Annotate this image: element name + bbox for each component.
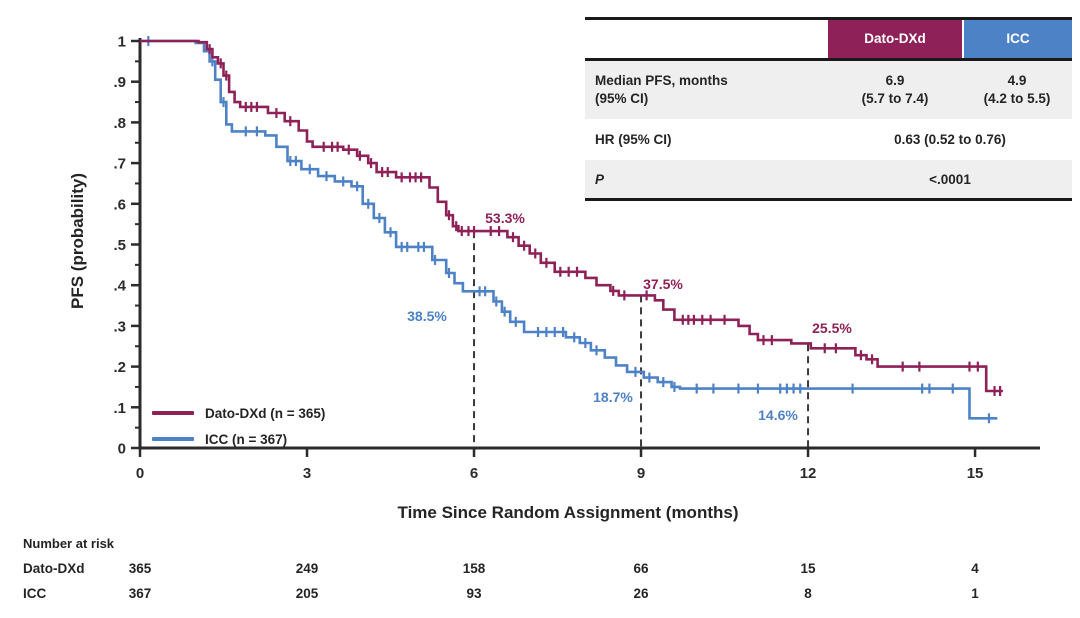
- y-tick-label: .5: [113, 237, 126, 254]
- median-pfs-label-line1: Median PFS, months: [595, 73, 728, 88]
- legend-label-icc: ICC (n = 367): [205, 431, 288, 447]
- hazard-ratio-label: HR (95% CI): [595, 132, 672, 147]
- median-pfs-label: Median PFS, months (95% CI): [585, 72, 828, 108]
- annotation-icc-18.7%: 18.7%: [593, 389, 633, 405]
- x-tick-label: 15: [967, 465, 984, 482]
- risk-value-icc-12m: 8: [804, 586, 812, 601]
- x-tick-label: 6: [470, 465, 478, 482]
- annotation-dato-37.5%: 37.5%: [643, 276, 683, 292]
- y-tick-label: .7: [113, 156, 126, 173]
- annotation-dato-53.3%: 53.3%: [485, 210, 525, 226]
- risk-value-dato-dxd-6m: 158: [462, 561, 486, 576]
- y-tick-label: .2: [113, 359, 126, 376]
- stats-table: Dato-DXd ICC Median PFS, months (95% CI)…: [585, 17, 1072, 201]
- risk-value-icc-15m: 1: [971, 586, 979, 601]
- icc-line-swatch: [152, 437, 194, 441]
- y-tick-label: .9: [113, 74, 126, 91]
- risk-value-dato-dxd-9m: 66: [633, 561, 649, 576]
- risk-value-icc-3m: 205: [295, 586, 319, 601]
- x-axis-title: Time Since Random Assignment (months): [397, 503, 739, 522]
- risk-row-label-icc: ICC: [23, 586, 47, 601]
- p-value-row: P <.0001: [585, 160, 1072, 198]
- median-pfs-icc-months: 4.9: [1007, 73, 1027, 88]
- y-tick-label: .3: [113, 318, 126, 335]
- y-tick-label: 1: [118, 34, 126, 51]
- x-tick-label: 9: [637, 465, 645, 482]
- y-tick-label: .4: [113, 278, 126, 295]
- stats-table-top-border: [585, 17, 1072, 20]
- median-pfs-label-line2: (95% CI): [595, 91, 649, 106]
- legend-item-icc: ICC (n = 367): [152, 426, 325, 452]
- hazard-ratio-value: 0.63 (0.52 to 0.76): [894, 132, 1006, 147]
- risk-value-dato-dxd-15m: 4: [971, 561, 979, 576]
- y-tick-label: 0: [118, 441, 126, 458]
- number-at-risk-title: Number at risk: [23, 536, 115, 551]
- y-tick-label: .1: [113, 400, 126, 417]
- y-tick-label: .8: [113, 115, 126, 132]
- risk-value-icc-9m: 26: [633, 586, 649, 601]
- median-pfs-dato-ci: (5.7 to 7.4): [861, 91, 929, 106]
- x-tick-label: 12: [800, 465, 817, 482]
- risk-value-icc-6m: 93: [466, 586, 482, 601]
- legend: Dato-DXd (n = 365) ICC (n = 367): [152, 400, 325, 452]
- stats-table-header-divider: [585, 58, 1072, 61]
- median-pfs-dato-value: 6.9 (5.7 to 7.4): [828, 72, 962, 108]
- legend-item-dato-dxd: Dato-DXd (n = 365): [152, 400, 325, 426]
- stats-header-icc: ICC: [962, 20, 1072, 58]
- legend-label-dato-dxd: Dato-DXd (n = 365): [205, 405, 326, 421]
- median-pfs-row: Median PFS, months (95% CI) 6.9 (5.7 to …: [585, 61, 1072, 119]
- y-axis-title: PFS (probability): [68, 173, 87, 309]
- y-tick-label: .6: [113, 196, 126, 213]
- risk-value-dato-dxd-12m: 15: [800, 561, 816, 576]
- risk-value-dato-dxd-3m: 249: [295, 561, 319, 576]
- stats-table-bottom-border: [585, 198, 1072, 201]
- annotation-icc-14.6%: 14.6%: [758, 407, 798, 423]
- p-value-label: P: [595, 171, 605, 187]
- risk-row-label-dato-dxd: Dato-DXd: [23, 561, 85, 576]
- p-value: <.0001: [929, 171, 971, 187]
- x-tick-label: 0: [136, 465, 144, 482]
- stats-table-header-row: Dato-DXd ICC: [585, 20, 1072, 58]
- annotation-icc-38.5%: 38.5%: [407, 308, 447, 324]
- median-pfs-dato-months: 6.9: [885, 73, 905, 88]
- hazard-ratio-row: HR (95% CI) 0.63 (0.52 to 0.76): [585, 119, 1072, 160]
- x-tick-label: 3: [303, 465, 311, 482]
- median-pfs-icc-ci: (4.2 to 5.5): [983, 91, 1051, 106]
- median-pfs-icc-value: 4.9 (4.2 to 5.5): [962, 72, 1072, 108]
- risk-value-icc-0m: 367: [128, 586, 152, 601]
- icc-curve: [140, 39, 998, 420]
- dato-dxd-line-swatch: [152, 411, 194, 415]
- stats-header-dato-dxd: Dato-DXd: [828, 20, 962, 58]
- annotation-dato-25.5%: 25.5%: [812, 320, 852, 336]
- risk-value-dato-dxd-0m: 365: [128, 561, 152, 576]
